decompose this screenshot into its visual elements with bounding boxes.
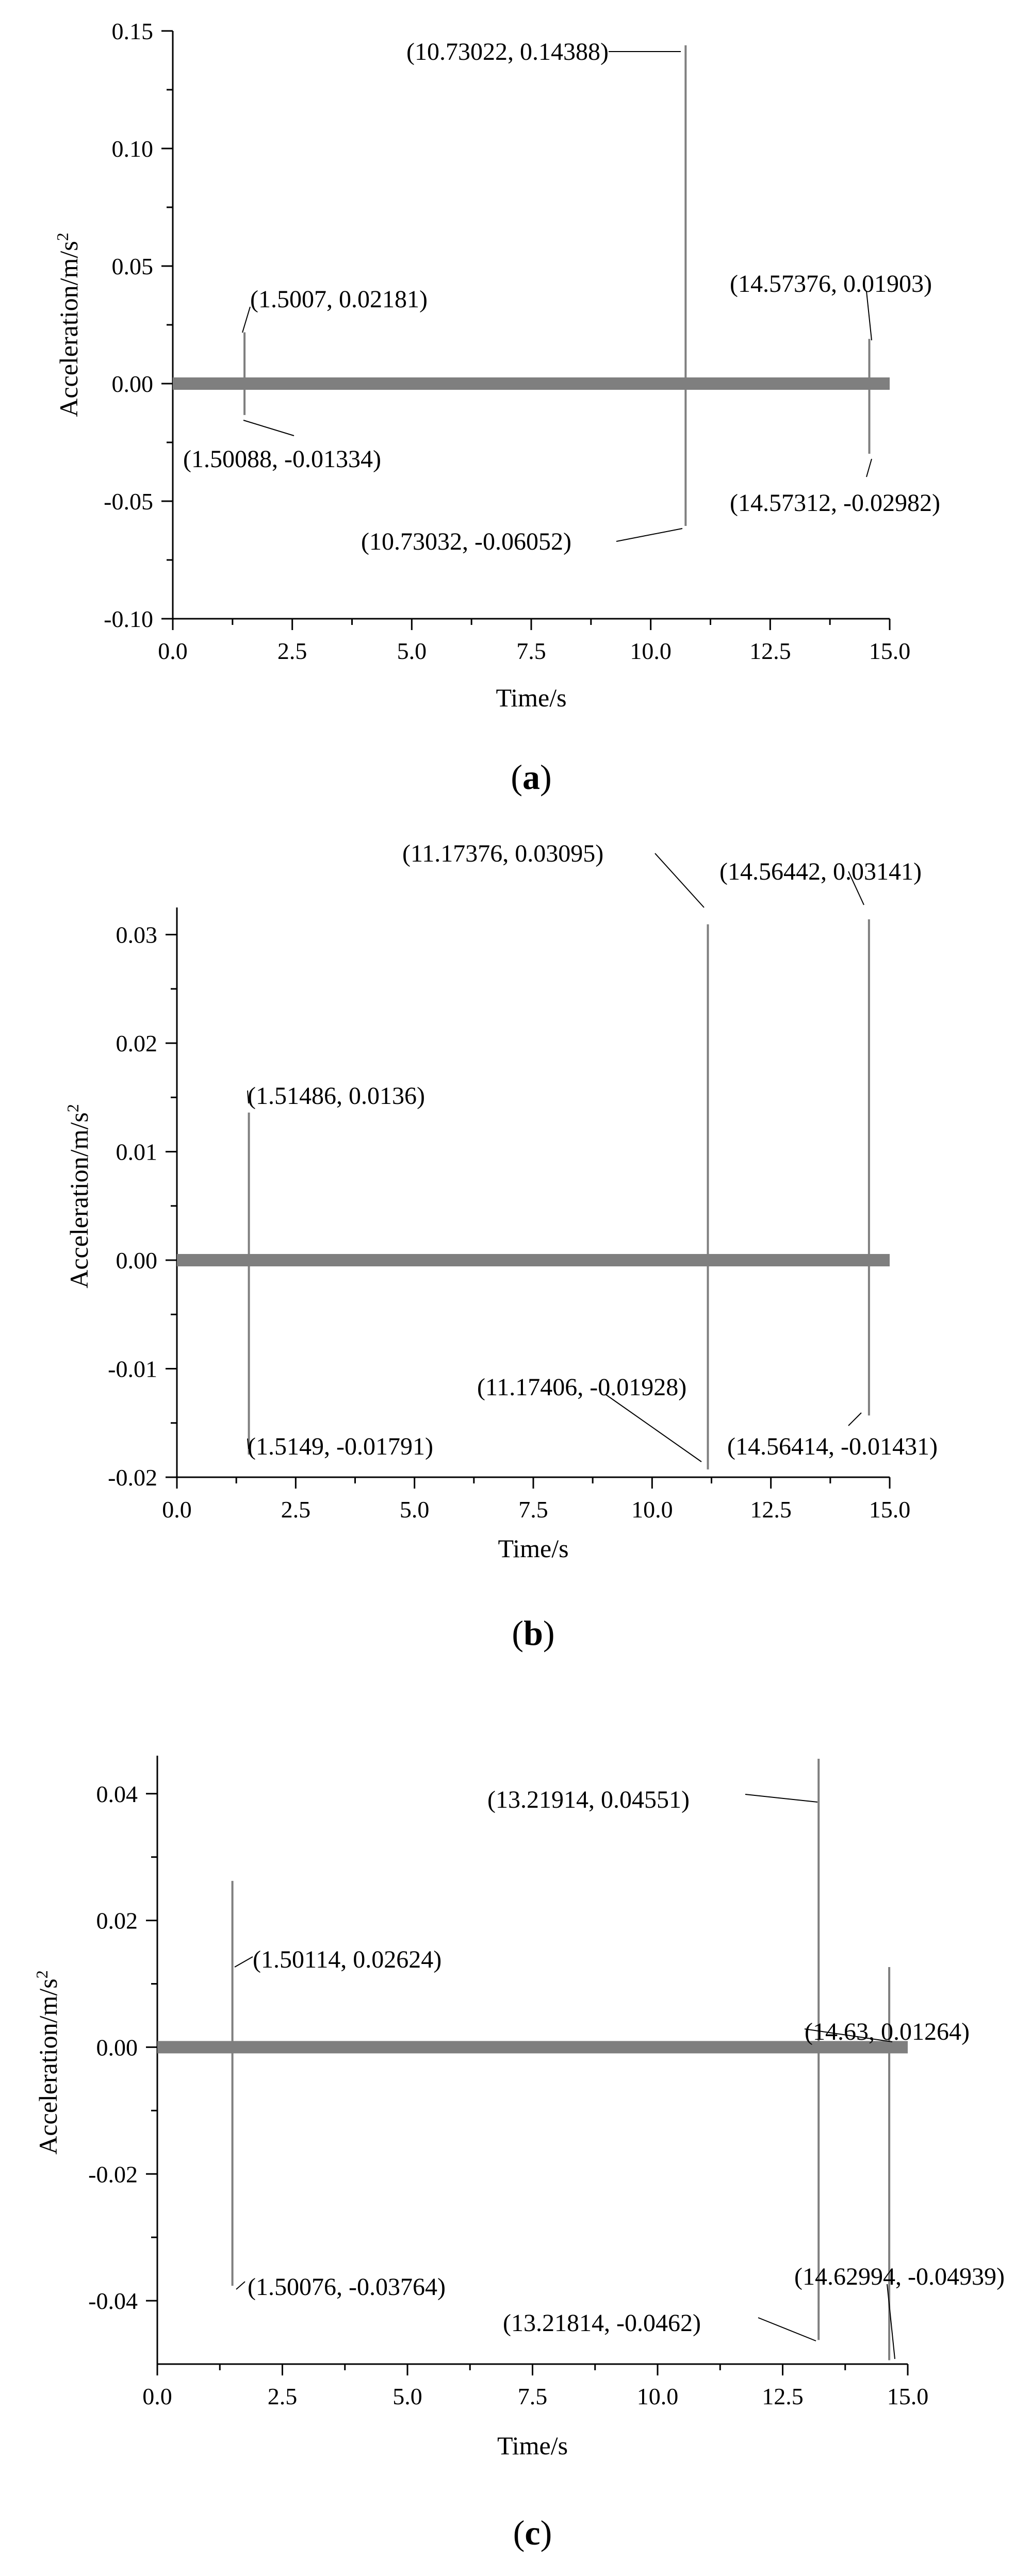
x-tick-label: 15.0 bbox=[869, 638, 911, 664]
annotation-label: (14.56414, -0.01431) bbox=[727, 1433, 938, 1460]
annotation-label: (1.50088, -0.01334) bbox=[183, 445, 381, 473]
annotation-label: (14.57312, -0.02982) bbox=[730, 489, 940, 517]
y-tick-label: 0.02 bbox=[116, 1030, 158, 1056]
x-tick-label: 7.5 bbox=[518, 2383, 548, 2409]
y-tick-label: -0.02 bbox=[108, 1464, 157, 1491]
x-tick-label: 15.0 bbox=[887, 2383, 929, 2409]
panel-caption-letter: a bbox=[522, 757, 540, 797]
y-tick-label: 0.03 bbox=[116, 922, 158, 948]
annotation-leader bbox=[848, 1412, 862, 1426]
annotation-leader bbox=[745, 1794, 818, 1803]
y-tick-label: 0.00 bbox=[112, 371, 154, 397]
x-tick-label: 0.0 bbox=[142, 2383, 172, 2409]
y-tick-label: 0.05 bbox=[112, 253, 154, 279]
y-tick-label: 0.00 bbox=[116, 1247, 158, 1274]
y-tick-label: -0.04 bbox=[88, 2288, 138, 2314]
annotation-leader bbox=[242, 306, 251, 333]
y-axis-title: Acceleration/m/s2 bbox=[53, 233, 83, 417]
annotation-leader bbox=[758, 2317, 816, 2341]
y-tick-label: -0.01 bbox=[108, 1356, 157, 1382]
annotation-label: (1.5007, 0.02181) bbox=[250, 286, 428, 313]
annotation-leader bbox=[616, 528, 683, 542]
chart-panel-b: 0.0 2.5 5.0 7.5 10.0 12.5 15.0 -0.02 -0.01 0.00 0.… bbox=[63, 840, 938, 1653]
y-axis-title-superscript: 2 bbox=[63, 1104, 82, 1112]
signal-noise-band bbox=[157, 2041, 908, 2054]
x-tick-label: 10.0 bbox=[637, 2383, 679, 2409]
signal-noise-band bbox=[177, 1254, 890, 1267]
annotation-leader bbox=[243, 420, 294, 436]
annotation-leader bbox=[887, 2284, 895, 2359]
y-tick-label: -0.05 bbox=[104, 488, 153, 515]
annotation-leader bbox=[866, 291, 872, 341]
y-axis-title-superscript: 2 bbox=[53, 233, 72, 241]
annotation-label: (1.51486, 0.0136) bbox=[248, 1082, 425, 1110]
annotation-label: (14.56442, 0.03141) bbox=[719, 858, 922, 885]
y-axis-title: Acceleration/m/s2 bbox=[32, 1970, 62, 2155]
annotation-label: (1.50114, 0.02624) bbox=[253, 1946, 441, 1973]
panel-caption: (a) bbox=[511, 757, 551, 797]
annotation-leader bbox=[654, 853, 705, 908]
y-tick-label: -0.02 bbox=[88, 2161, 138, 2187]
annotation-label: (14.63, 0.01264) bbox=[805, 2018, 970, 2045]
chart-panel-a: 0.0 2.5 5.0 7.5 10.0 12.5 15.0 -0.10 -0.05 0.00 0.… bbox=[53, 18, 940, 797]
annotation-label: (1.5149, -0.01791) bbox=[248, 1433, 433, 1460]
annotation-label: (10.73032, -0.06052) bbox=[361, 528, 571, 555]
x-tick-label: 0.0 bbox=[158, 638, 188, 664]
annotation-leader bbox=[247, 1090, 249, 1104]
x-tick-label: 5.0 bbox=[392, 2383, 422, 2409]
x-axis-title: Time/s bbox=[497, 2431, 568, 2460]
panel-caption-letter: c bbox=[525, 2513, 540, 2552]
signal-noise-band bbox=[173, 377, 890, 390]
y-axis-title-text: Acceleration/m/s bbox=[54, 241, 83, 417]
x-tick-label: 15.0 bbox=[869, 1496, 911, 1523]
x-tick-label: 12.5 bbox=[762, 2383, 804, 2409]
annotation-label: (13.21914, 0.04551) bbox=[487, 1786, 690, 1813]
annotation-leader bbox=[247, 1438, 249, 1449]
x-tick-label: 2.5 bbox=[268, 2383, 298, 2409]
x-tick-label: 10.0 bbox=[631, 1496, 673, 1523]
x-tick-label: 7.5 bbox=[516, 638, 546, 664]
x-tick-label: 5.0 bbox=[400, 1496, 430, 1523]
y-tick-label: 0.00 bbox=[96, 2034, 138, 2060]
y-tick-label: 0.02 bbox=[96, 1908, 138, 1934]
chart-panel-c: 0.0 2.5 5.0 7.5 10.0 12.5 15.0 -0.04 -0.02 0.00 0.… bbox=[32, 1756, 1005, 2552]
annotation-label: (14.57376, 0.01903) bbox=[730, 270, 932, 298]
y-axis-title-text: Acceleration/m/s bbox=[34, 1978, 62, 2155]
panel-caption: (c) bbox=[513, 2513, 552, 2552]
x-axis-title: Time/s bbox=[496, 683, 566, 712]
annotation-label: (11.17406, -0.01928) bbox=[477, 1374, 686, 1401]
panel-caption-letter: b bbox=[523, 1613, 543, 1653]
y-tick-label: 0.10 bbox=[112, 136, 154, 162]
annotation-leader bbox=[804, 2028, 893, 2042]
annotation-leader bbox=[234, 1956, 253, 1968]
x-axis-title: Time/s bbox=[498, 1534, 568, 1563]
panel-caption: (b) bbox=[512, 1613, 554, 1653]
annotation-leader bbox=[866, 458, 872, 477]
x-tick-label: 7.5 bbox=[518, 1496, 548, 1523]
x-tick-label: 12.5 bbox=[749, 638, 791, 664]
y-tick-label: -0.10 bbox=[104, 606, 153, 632]
y-axis-title-text: Acceleration/m/s bbox=[64, 1112, 93, 1289]
annotation-label: (1.50076, -0.03764) bbox=[248, 2273, 446, 2301]
y-tick-label: 0.04 bbox=[96, 1781, 138, 1807]
x-tick-label: 12.5 bbox=[750, 1496, 792, 1523]
annotation-leader bbox=[848, 871, 864, 905]
y-axis-title: Acceleration/m/s2 bbox=[63, 1104, 93, 1289]
annotation-label: (10.73022, 0.14388) bbox=[406, 38, 609, 65]
annotation-leader bbox=[605, 1394, 702, 1462]
x-tick-label: 2.5 bbox=[277, 638, 307, 664]
y-tick-label: 0.15 bbox=[112, 18, 154, 44]
annotation-label: (11.17376, 0.03095) bbox=[402, 840, 603, 867]
annotation-leader bbox=[236, 2281, 246, 2290]
y-tick-label: 0.01 bbox=[116, 1139, 158, 1165]
annotation-label: (13.21814, -0.0462) bbox=[503, 2309, 701, 2337]
x-tick-label: 2.5 bbox=[281, 1496, 311, 1523]
x-tick-label: 5.0 bbox=[397, 638, 427, 664]
x-tick-label: 0.0 bbox=[162, 1496, 192, 1523]
x-tick-label: 10.0 bbox=[630, 638, 672, 664]
y-axis-title-superscript: 2 bbox=[32, 1970, 51, 1978]
annotation-label: (14.62994, -0.04939) bbox=[794, 2263, 1005, 2290]
